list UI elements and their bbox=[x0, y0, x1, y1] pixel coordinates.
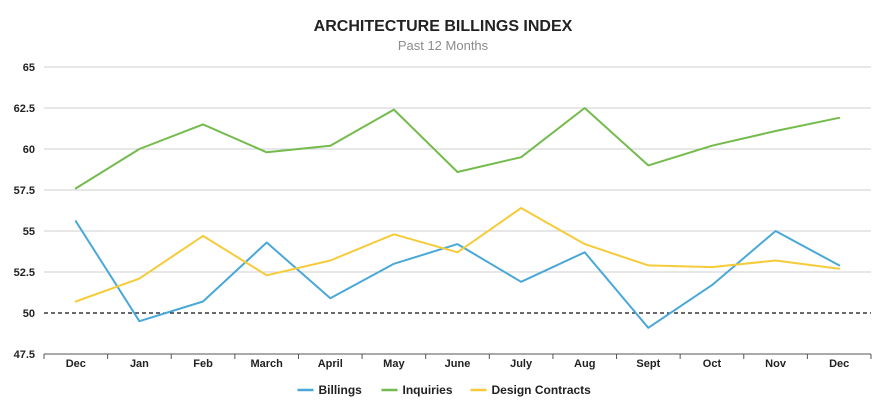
y-tick-label: 52.5 bbox=[14, 267, 35, 279]
legend-item-inquiries[interactable]: Inquiries bbox=[381, 383, 453, 397]
y-tick-label: 65 bbox=[23, 62, 35, 74]
legend-label: Design Contracts bbox=[492, 383, 592, 397]
x-tick-label: Jan bbox=[130, 358, 149, 370]
x-tick-label: Sept bbox=[636, 358, 660, 370]
chart-subtitle: Past 12 Months bbox=[398, 38, 489, 53]
x-axis-ticks: Dec Jan Feb March April May June July Aug Sept Oct… bbox=[43, 354, 872, 370]
x-tick-label: Dec bbox=[66, 358, 86, 370]
x-tick-label: July bbox=[510, 358, 533, 370]
legend-item-billings[interactable]: Billings bbox=[297, 383, 363, 397]
y-axis-ticks: 47.5 50 52.5 55 57.5 60 62.5 65 bbox=[14, 62, 35, 361]
y-tick-label: 55 bbox=[23, 226, 35, 238]
x-tick-label: Feb bbox=[193, 358, 213, 370]
y-tick-label: 47.5 bbox=[14, 349, 35, 361]
legend-item-design-contracts[interactable]: Design Contracts bbox=[470, 383, 592, 397]
x-tick-label: June bbox=[445, 358, 471, 370]
legend[interactable]: Billings Inquiries Design Contracts bbox=[297, 383, 592, 397]
x-tick-label: Aug bbox=[574, 358, 595, 370]
y-tick-label: 50 bbox=[23, 308, 35, 320]
series-line-billings bbox=[74, 220, 841, 329]
legend-label: Billings bbox=[319, 383, 363, 397]
x-tick-label: March bbox=[250, 358, 283, 370]
x-tick-label: April bbox=[318, 358, 343, 370]
x-tick-label: May bbox=[383, 358, 405, 370]
y-tick-label: 60 bbox=[23, 144, 35, 156]
y-tick-label: 57.5 bbox=[14, 185, 35, 197]
x-tick-label: Nov bbox=[765, 358, 787, 370]
y-tick-label: 62.5 bbox=[14, 103, 35, 115]
x-tick-label: Oct bbox=[703, 358, 722, 370]
grid-lines bbox=[44, 66, 871, 273]
chart-title: ARCHITECTURE BILLINGS INDEX bbox=[314, 18, 573, 35]
legend-label: Inquiries bbox=[403, 383, 453, 397]
x-tick-label: Dec bbox=[829, 358, 849, 370]
series-line-inquiries bbox=[74, 107, 841, 190]
series-lines bbox=[74, 107, 841, 329]
series-line-design-contracts bbox=[74, 207, 841, 303]
